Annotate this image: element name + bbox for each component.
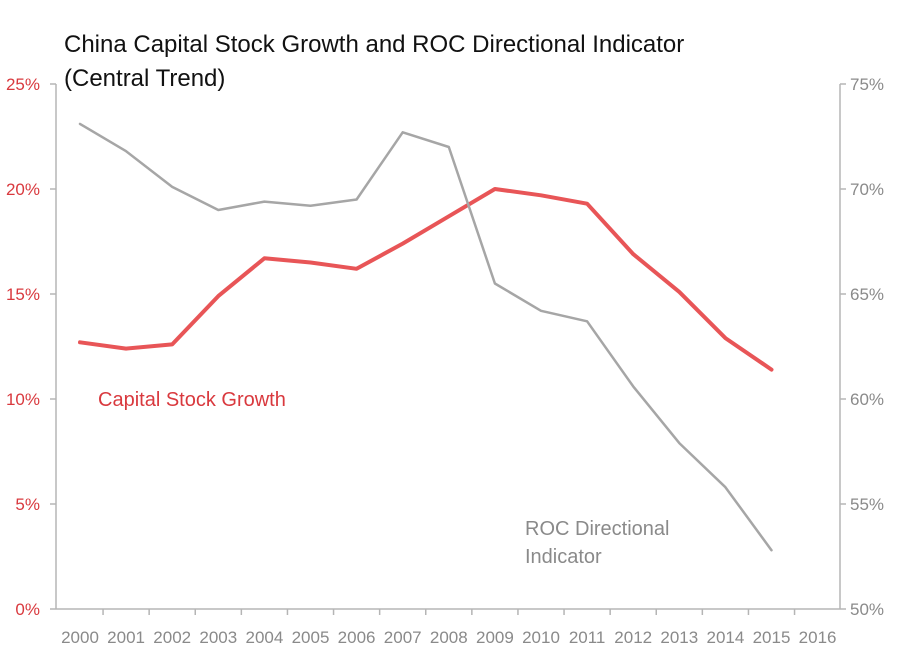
right-axis-tick-label: 75% [850,75,884,94]
right-axis-tick-label: 50% [850,600,884,619]
x-axis-tick-label: 2001 [107,628,145,647]
right-axis-tick-label: 65% [850,285,884,304]
x-axis-tick-label: 2009 [476,628,514,647]
x-axis-tick-label: 2013 [660,628,698,647]
x-axis-tick-label: 2004 [245,628,283,647]
roc-directional-indicator-line [78,122,773,552]
chart-title-line-2: (Central Trend) [64,65,226,92]
left-axis-tick-label: 25% [6,75,40,94]
x-axis-tick-label: 2016 [799,628,837,647]
right-axis-tick-label: 55% [850,495,884,514]
capital-stock-growth-label: Capital Stock Growth [98,389,286,411]
left-axis-tick-label: 5% [15,495,40,514]
x-axis-tick-label: 2012 [614,628,652,647]
roc-indicator-label-line-2: Indicator [525,546,602,568]
x-axis-tick-label: 2011 [569,628,606,647]
x-axis-tick-label: 2003 [199,628,237,647]
left-axis-tick-label: 10% [6,390,40,409]
x-axis-tick-label: 2005 [292,628,330,647]
x-axis-tick-label: 2002 [153,628,191,647]
x-axis-tick-label: 2008 [430,628,468,647]
chart-title: China Capital Stock Growth and ROC Direc… [64,28,684,96]
x-axis-tick-label: 2015 [753,628,791,647]
x-axis-tick-label: 2010 [522,628,560,647]
x-axis-tick-label: 2014 [706,628,744,647]
x-axis-tick-label: 2000 [61,628,99,647]
roc-indicator-label-line-1: ROC Directional [525,518,669,540]
left-axis-tick-label: 20% [6,180,40,199]
left-axis-tick-label: 15% [6,285,40,304]
x-axis-tick-label: 2006 [338,628,376,647]
x-axis-tick-label: 2007 [384,628,422,647]
left-axis-tick-label: 0% [15,600,40,619]
capital-stock-growth-line [78,187,774,372]
chart-title-line-1: China Capital Stock Growth and ROC Direc… [64,31,685,58]
right-axis-tick-label: 60% [850,390,884,409]
right-axis-tick-label: 70% [850,180,884,199]
